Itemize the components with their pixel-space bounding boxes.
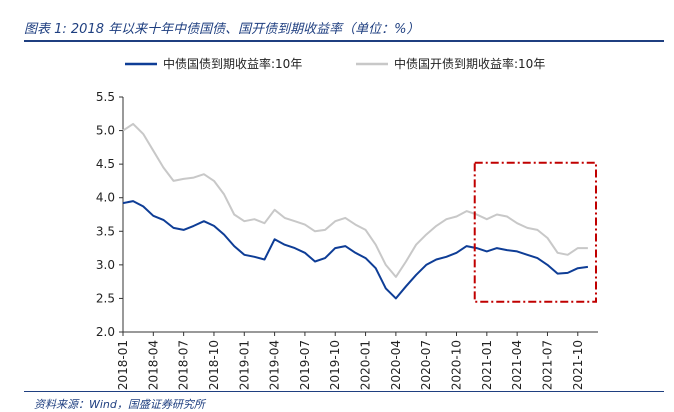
y-tick-label: 5.5 <box>96 90 115 104</box>
chart-title: 图表 1: 2018 年以来十年中债国债、国开债到期收益率（单位：%） <box>24 22 420 37</box>
x-tick-label: 2018-01 <box>116 340 130 390</box>
x-tick-label: 2021-01 <box>480 340 494 390</box>
chart-axes: 2.0 2.5 3.0 3.5 4.0 4.5 5.0 5.5 2018-01 2018-04 20… <box>96 90 598 390</box>
x-tick-label: 2019-01 <box>237 340 251 390</box>
footer-divider <box>24 391 664 392</box>
y-tick-label: 4.5 <box>96 157 115 171</box>
highlight-layer <box>473 161 598 303</box>
legend-label-guozhai: 中债国债到期收益率:10年 <box>163 56 302 71</box>
x-tick-label: 2018-07 <box>177 340 191 390</box>
y-tick-label: 4.0 <box>96 191 115 205</box>
x-tick-label: 2021-07 <box>540 340 554 390</box>
x-tick-label: 2018-10 <box>207 340 221 390</box>
x-tick-label: 2018-04 <box>146 340 160 390</box>
y-tick-label: 3.0 <box>96 258 115 272</box>
y-tick-label: 2.5 <box>96 291 115 305</box>
highlight-box <box>473 161 598 303</box>
y-tick-label: 3.5 <box>96 224 115 238</box>
x-tick-label: 2019-04 <box>268 340 282 390</box>
x-tick-label: 2020-04 <box>389 340 403 390</box>
title-divider <box>24 40 664 42</box>
series-line-guokaizhai <box>122 122 588 278</box>
source-note: 资料来源：Wind，国盛证券研究所 <box>34 398 205 411</box>
x-tick-label: 2020-07 <box>419 340 433 390</box>
legend: 中债国债到期收益率:10年 中债国开债到期收益率:10年 <box>125 56 545 71</box>
y-tick-label: 2.0 <box>96 325 115 339</box>
x-tick-label: 2021-10 <box>571 340 585 390</box>
x-tick-label: 2019-10 <box>328 340 342 390</box>
x-tick-label: 2019-07 <box>298 340 312 390</box>
y-tick-label: 5.0 <box>96 124 115 138</box>
x-tick-label: 2021-04 <box>510 340 524 390</box>
x-tick-label: 2020-10 <box>450 340 464 390</box>
series-line-guozhai <box>122 200 589 300</box>
x-tick-label: 2020-01 <box>359 340 373 390</box>
legend-label-guokaizhai: 中债国开债到期收益率:10年 <box>394 56 545 71</box>
series-layer <box>122 122 589 300</box>
